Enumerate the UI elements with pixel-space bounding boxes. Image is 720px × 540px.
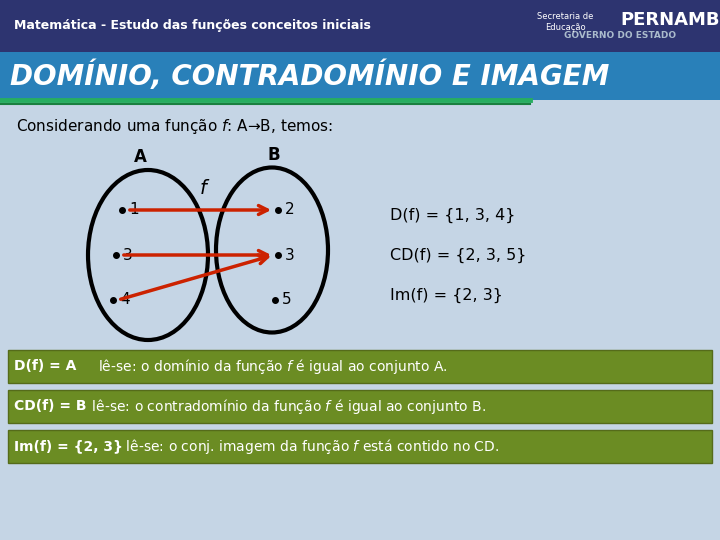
Text: CD(f) = {2, 3, 5}: CD(f) = {2, 3, 5} <box>390 247 526 262</box>
Text: PERNAMBUCO: PERNAMBUCO <box>620 11 720 29</box>
Text: 5: 5 <box>282 293 292 307</box>
Text: Considerando uma função $\mathit{f}$: A→B, temos:: Considerando uma função $\mathit{f}$: A→… <box>16 118 333 137</box>
Text: lê-se: o conj. imagem da função $\mathit{f}$ está contido no CD.: lê-se: o conj. imagem da função $\mathit… <box>117 437 500 456</box>
Text: 3: 3 <box>123 247 132 262</box>
FancyBboxPatch shape <box>8 390 712 423</box>
Text: GOVERNO DO ESTADO: GOVERNO DO ESTADO <box>564 31 676 40</box>
Bar <box>0 52 720 100</box>
Text: Im(f) = {2, 3}: Im(f) = {2, 3} <box>14 440 123 454</box>
Text: A: A <box>134 148 146 166</box>
Text: B: B <box>268 145 280 164</box>
Text: 2: 2 <box>285 202 294 218</box>
Text: Matemática - Estudo das funções conceitos iniciais: Matemática - Estudo das funções conceito… <box>14 19 371 32</box>
Text: 1: 1 <box>129 202 139 218</box>
Text: 4: 4 <box>120 293 130 307</box>
Text: D(f) = {1, 3, 4}: D(f) = {1, 3, 4} <box>390 207 516 222</box>
Bar <box>0 0 720 52</box>
FancyBboxPatch shape <box>8 350 712 383</box>
Text: D(f) = A: D(f) = A <box>14 360 76 374</box>
Text: lê-se: o contradomínio da função $\mathit{f}$ é igual ao conjunto B.: lê-se: o contradomínio da função $\mathi… <box>84 397 486 416</box>
FancyBboxPatch shape <box>8 430 712 463</box>
Text: CD(f) = B: CD(f) = B <box>14 400 86 414</box>
Text: Im(f) = {2, 3}: Im(f) = {2, 3} <box>390 287 503 302</box>
Text: f: f <box>200 179 207 198</box>
Text: DOMÍNIO, CONTRADOMÍNIO E IMAGEM: DOMÍNIO, CONTRADOMÍNIO E IMAGEM <box>10 60 609 91</box>
Text: Secretaria de
Educação: Secretaria de Educação <box>537 12 593 32</box>
Text: 3: 3 <box>285 247 294 262</box>
Text: lê-se: o domínio da função $\mathit{f}$ é igual ao conjunto A.: lê-se: o domínio da função $\mathit{f}$ … <box>76 357 448 376</box>
